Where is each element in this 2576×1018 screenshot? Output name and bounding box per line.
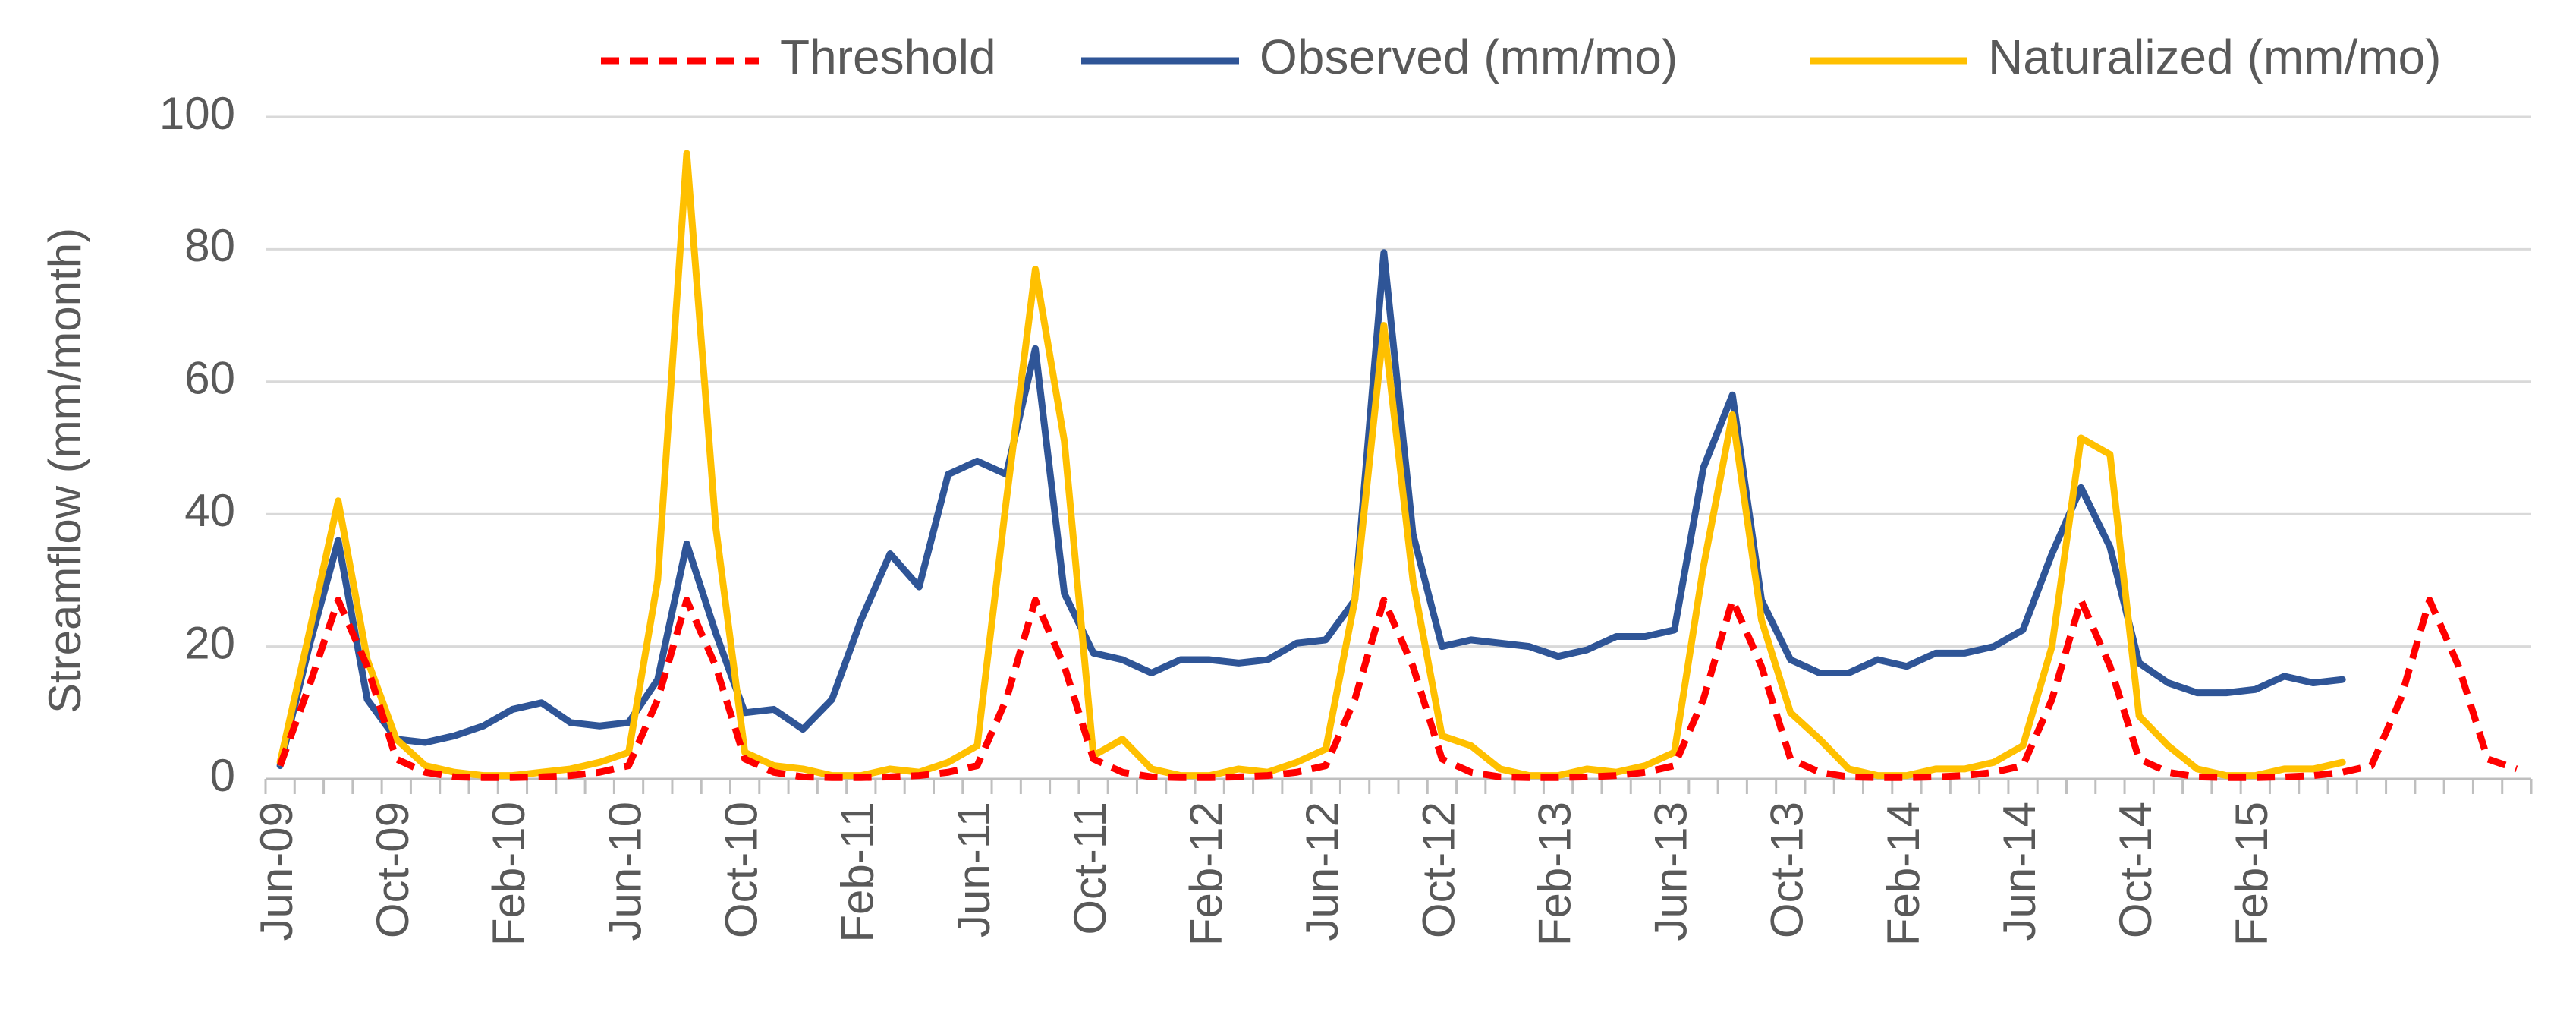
legend-label-observed: Observed (mm/mo): [1260, 30, 1678, 84]
x-tick-label: Oct-10: [716, 802, 766, 938]
legend-item-naturalized: Naturalized (mm/mo): [1810, 30, 2441, 84]
y-axis-title: Streamflow (mm/month): [39, 228, 90, 714]
x-tick-label: Oct-12: [1413, 802, 1464, 938]
legend: Threshold Observed (mm/mo) Naturalized (…: [601, 30, 2441, 84]
y-tick-label: 20: [184, 617, 235, 668]
x-tick-label: Feb-11: [832, 802, 883, 943]
x-tick-label: Feb-15: [2226, 802, 2277, 946]
x-tick-label: Feb-12: [1181, 802, 1231, 946]
x-tick-label: Jun-10: [599, 802, 650, 941]
y-tick-label: 80: [184, 220, 235, 271]
x-tick-label: Jun-11: [948, 802, 999, 938]
legend-label-threshold: Threshold: [780, 30, 996, 84]
y-tick-label: 0: [210, 750, 235, 801]
x-tick-label: Oct-13: [1762, 802, 1813, 938]
x-tick-label: Feb-10: [483, 802, 534, 946]
legend-item-threshold: Threshold: [601, 30, 996, 84]
series-line-naturalized: [276, 150, 2346, 780]
y-tick-label: 100: [159, 88, 235, 139]
x-tick-label: Feb-13: [1529, 802, 1580, 946]
y-axis-ticks: 0 20 40 60 80 100: [159, 88, 235, 801]
x-tick-label: Jun-14: [1994, 802, 2045, 941]
x-tick-label: Oct-14: [2110, 802, 2161, 938]
y-tick-label: 60: [184, 353, 235, 404]
series-line-threshold: [276, 597, 2518, 781]
y-tick-label: 40: [184, 485, 235, 536]
x-tick-label: Oct-11: [1065, 802, 1115, 935]
x-tick-label: Jun-13: [1646, 802, 1697, 941]
x-tick-label: Oct-09: [367, 802, 418, 938]
legend-label-naturalized: Naturalized (mm/mo): [1988, 30, 2441, 84]
x-axis-ticks: Jun-09 Oct-09 Feb-10 Jun-10 Oct-10 Feb-11 Jun-…: [251, 779, 2533, 946]
legend-item-observed: Observed (mm/mo): [1081, 30, 1678, 84]
x-tick-label: Feb-14: [1878, 802, 1929, 946]
data-series: [276, 150, 2518, 781]
x-tick-label: Jun-12: [1297, 802, 1348, 941]
series-line-observed: [276, 249, 2346, 770]
x-tick-label: Jun-09: [251, 802, 302, 941]
